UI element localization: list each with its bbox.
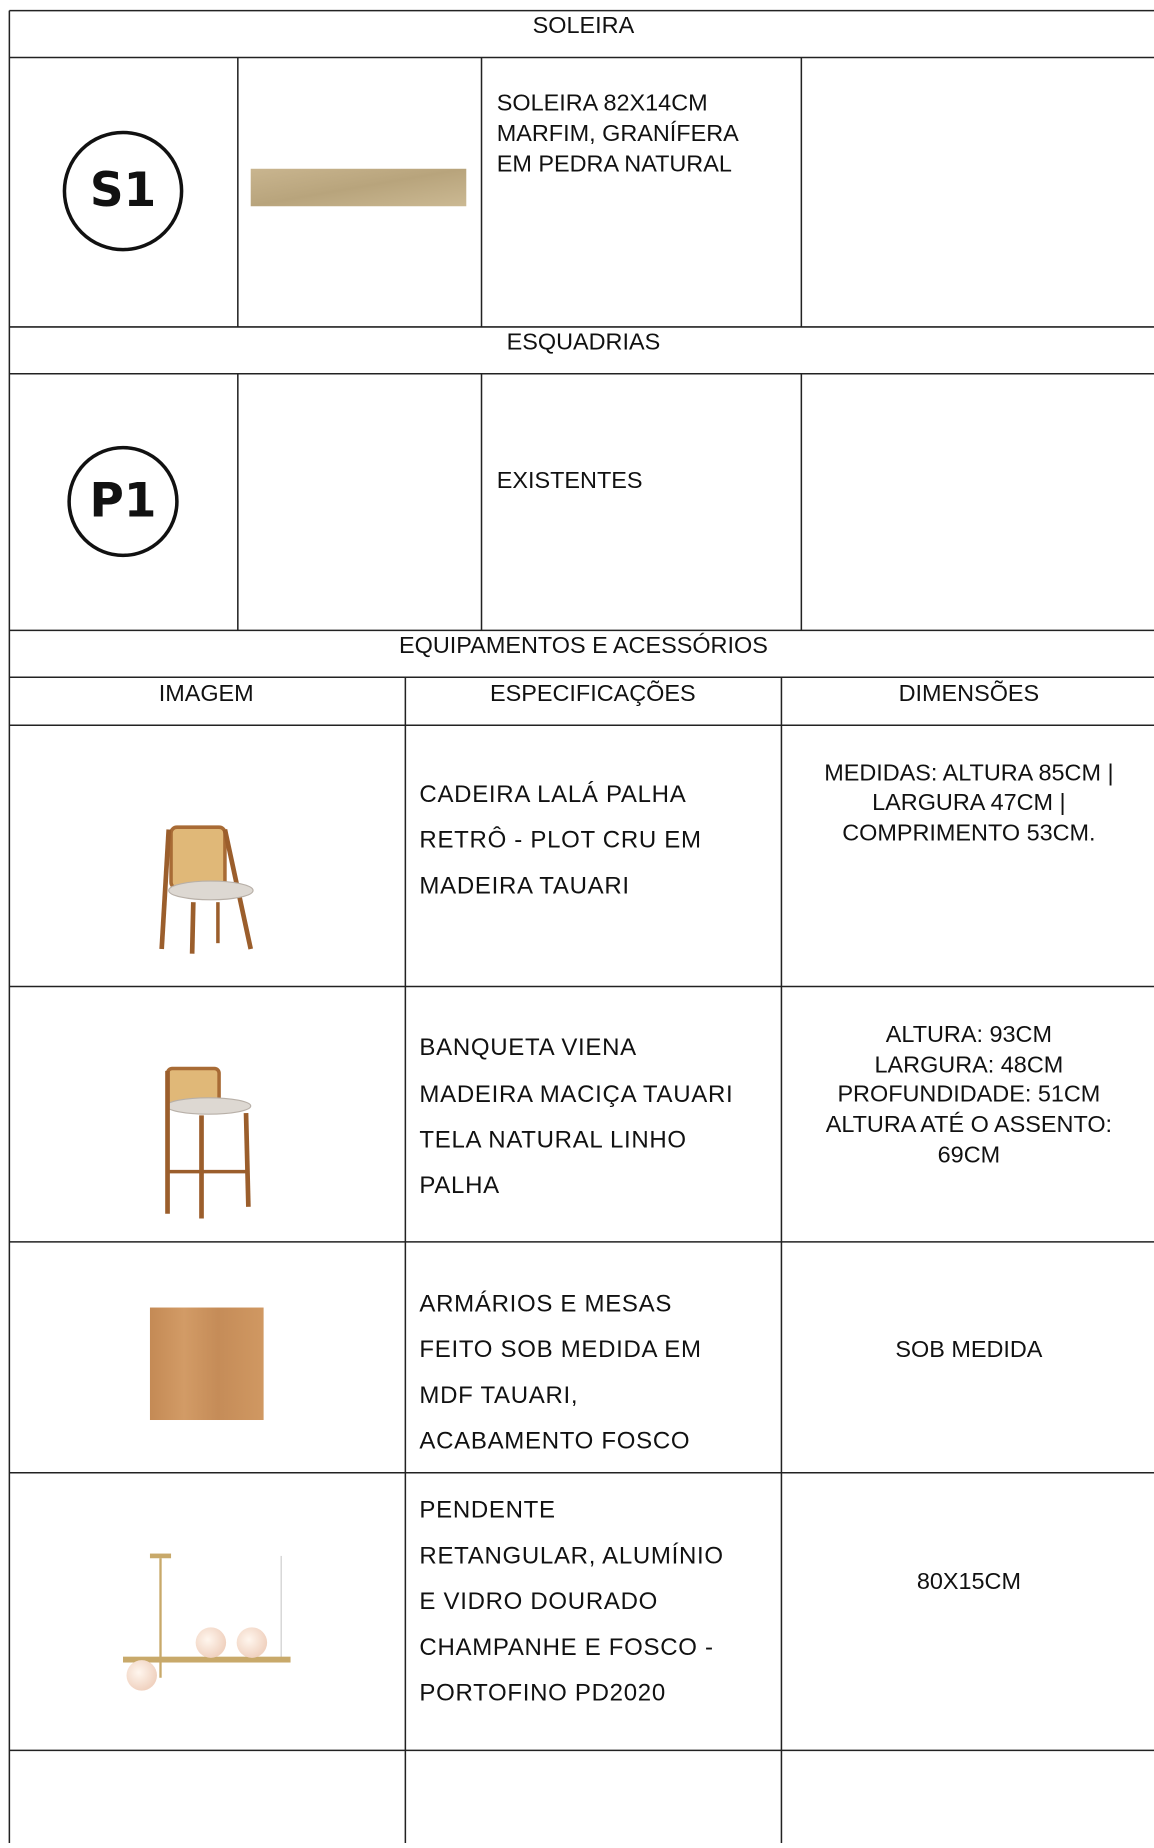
description: EXISTENTES: [497, 467, 643, 493]
code-badge: [62, 130, 184, 252]
column-header: DIMENSÕES: [899, 679, 1040, 706]
specification: ACABAMENTO FOSCO: [419, 1428, 690, 1455]
code-badge: [67, 445, 179, 558]
code: P1: [90, 474, 157, 528]
section-title: ESQUADRIAS: [507, 329, 661, 355]
specification: CHAMPANHE E FOSCO -: [419, 1634, 713, 1661]
item-3: PENDENTE RETANGULAR, ALUMÍNIO E VIDRO DO…: [419, 1497, 1021, 1707]
dimensions: ALTURA: 93CM: [886, 1021, 1052, 1047]
chair-image: [159, 825, 254, 954]
section-title: EQUIPAMENTOS E ACESSÓRIOS: [399, 632, 768, 658]
dimensions: MEDIDAS: ALTURA 85CM |: [824, 760, 1113, 786]
description: MARFIM, GRANÍFERA: [497, 120, 739, 146]
specification: E VIDRO DOURADO: [419, 1588, 658, 1615]
dimensions: 80X15CM: [917, 1568, 1021, 1594]
specification: MDF TAUARI,: [419, 1382, 578, 1409]
item-1: BANQUETA VIENA MADEIRA MACIÇA TAUARI TEL…: [419, 1021, 1112, 1199]
specification: BANQUETA VIENA: [419, 1034, 636, 1061]
dimensions: PROFUNDIDADE: 51CM: [837, 1081, 1100, 1107]
pendant-image: [123, 1553, 291, 1691]
specification: PORTOFINO PD2020: [419, 1679, 665, 1706]
specification: CADEIRA LALÁ PALHA: [419, 781, 686, 808]
stone-sample: [250, 168, 467, 207]
dimensions: ALTURA ATÉ O ASSENTO:: [826, 1111, 1112, 1137]
wood-sample: [149, 1307, 264, 1421]
description: EM PEDRA NATURAL: [497, 150, 732, 176]
section-title: SOLEIRA: [533, 12, 635, 38]
table-grid: [8, 9, 1154, 1843]
dimensions: COMPRIMENTO 53CM.: [842, 819, 1095, 845]
code: S1: [90, 164, 156, 218]
stool-image: [165, 1066, 252, 1219]
dimensions: 69CM: [938, 1142, 1000, 1168]
dimensions: LARGURA 47CM |: [872, 789, 1066, 815]
column-header: IMAGEM: [159, 680, 254, 706]
specification: PALHA: [419, 1172, 499, 1199]
specification: TELA NATURAL LINHO: [419, 1127, 686, 1154]
dimensions: LARGURA: 48CM: [875, 1051, 1064, 1077]
item-2: ARMÁRIOS E MESAS FEITO SOB MEDIDA EM MDF…: [419, 1291, 1042, 1455]
specification: FEITO SOB MEDIDA EM: [419, 1336, 701, 1363]
description: SOLEIRA 82X14CM: [497, 90, 708, 116]
specification: MADEIRA MACIÇA TAUARI: [419, 1081, 733, 1108]
item-0: CADEIRA LALÁ PALHA RETRÔ - PLOT CRU EM M…: [419, 760, 1113, 900]
column-header: ESPECIFICAÇÕES: [490, 679, 696, 706]
specification: PENDENTE: [419, 1497, 555, 1524]
dimensions: SOB MEDIDA: [895, 1336, 1042, 1362]
specification: RETRÔ - PLOT CRU EM: [419, 826, 701, 854]
specification: MADEIRA TAUARI: [419, 872, 629, 899]
specification: RETANGULAR, ALUMÍNIO: [419, 1542, 723, 1569]
specification: ARMÁRIOS E MESAS: [419, 1291, 672, 1318]
